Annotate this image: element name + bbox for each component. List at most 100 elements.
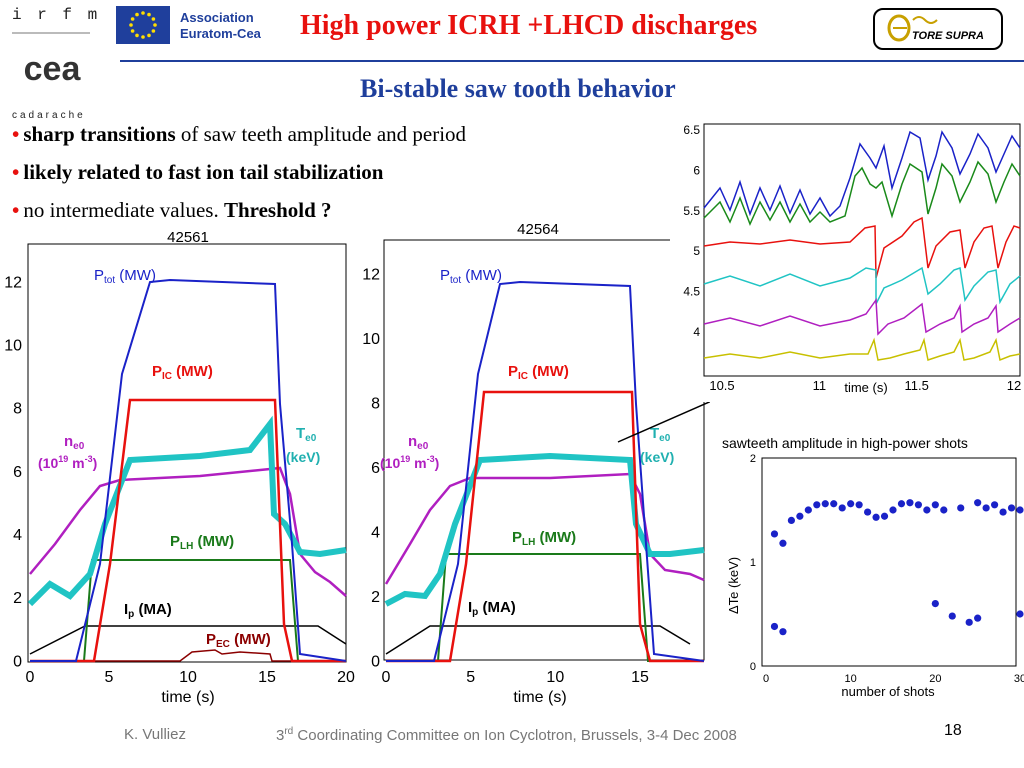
data-point [847,500,855,508]
te0-label: Te0 [650,425,671,444]
plot-title: 42561 [167,229,209,246]
data-point [999,508,1007,516]
y-tick-label: 4 [693,325,700,339]
footer-author: K. Vulliez [124,726,186,743]
pic-label: PIC (MW) [152,363,213,382]
eu-star-icon [147,12,151,17]
y-tick-label: 6 [13,464,22,481]
bullet-3: • no intermediate values. Threshold ? [12,198,332,223]
cea-logo-text: cea [24,50,82,88]
ne0-label: ne0 [408,433,429,452]
eu-flag-icon [116,6,170,44]
header-rule [120,60,1024,62]
chart-frame [761,457,1017,667]
x-tick-label: 15 [631,669,649,686]
bullet-1-bold: sharp transitions [23,122,176,146]
data-point [982,504,990,512]
trace-blue [703,130,1021,218]
bullet-1-text: of saw teeth amplitude and period [175,122,467,146]
data-point [1016,506,1024,514]
y-axis-label: ΔTe (keV) [726,557,741,614]
bullet-3-text: no intermediate values. [23,198,224,222]
y-tick-label: 12 [4,274,22,291]
eu-star-icon [130,29,135,33]
x-tick-label: 0 [763,673,769,685]
ptot-label: Ptot (MW) [440,267,502,286]
data-point [914,501,922,509]
data-point [880,512,889,520]
zoom-arrow [617,400,710,443]
y-tick-label: 5.5 [683,204,700,218]
data-point [813,501,821,509]
footer-conf-text: Coordinating Committee on Ion Cyclotron,… [293,727,737,744]
y-tick-label: 0 [13,653,22,670]
ip-label: Ip (MA) [468,599,516,618]
x-tick-label: 5 [105,669,114,686]
tore-supra-text: TORE SUPRA [912,30,984,42]
ptot-label: Ptot (MW) [94,267,156,286]
data-point [991,501,999,509]
te0-unit: (keV) [640,449,674,465]
data-point [1007,504,1016,512]
x-tick-label: 10 [845,673,857,685]
x-tick-label: 20 [929,673,941,685]
plot-frame [383,239,705,661]
y-ticks: 0 2 4 6 8 10 12 [362,266,380,670]
x-ticks: 0 5 10 15 [382,669,649,686]
irfm-rule [12,32,90,34]
y-tick-label: 2 [750,453,756,465]
plh-label: PLH (MW) [170,533,234,552]
y-tick-label: 12 [362,266,380,283]
bullet-marker: • [12,160,20,184]
pic-label: PIC (MW) [508,363,569,382]
tore-supra-logo [873,8,1003,50]
eu-star-icon [130,17,135,21]
plh-label: PLH (MW) [512,529,576,548]
data-point [923,506,931,514]
bullet-marker: • [12,198,20,222]
y-tick-label: 8 [371,395,380,412]
eu-star-icon [151,17,156,21]
eu-star-icon [135,12,139,17]
data-point [779,628,787,636]
y-tick-label: 4 [13,527,22,544]
y-tick-label: 4.5 [683,285,700,299]
data-point [974,614,982,622]
data-point [796,512,804,520]
data-point [948,612,956,620]
data-point [770,622,779,631]
bullet-1: • sharp transitions of saw teeth amplitud… [12,122,466,147]
eu-star-icon [141,11,145,15]
x-tick-label: 12 [1007,378,1021,393]
trace-magenta [703,297,1021,336]
ne0-trace [29,466,347,597]
data-point [957,504,965,512]
eu-star-icon [147,33,151,38]
x-tick-label: 30 [1014,673,1024,685]
data-point [931,501,939,509]
inset-frame [703,123,1021,377]
data-point [940,506,948,514]
ne0-unit: (1019 m-3) [380,454,439,471]
x-tick-label: 11.5 [904,378,928,393]
eu-star-icon [153,23,157,27]
ne0-unit: (1019 m-3) [38,454,97,471]
association-line2: Euratom-Cea [180,26,261,41]
data-points [770,499,1024,636]
pic-trace [386,390,704,663]
eu-star-icon [151,29,156,33]
ptot-trace [30,278,347,662]
cea-logo: cea [24,50,82,88]
chart-title: sawteeth amplitude in high-power shots [722,435,968,451]
data-point [830,500,838,508]
data-point [872,513,880,521]
plot-42561: 42561 0 2 4 6 8 10 12 0 5 10 15 20 Ptot (MW) PIC (… [4,229,355,706]
data-point [821,500,829,508]
plot-42564: 42564 0 2 4 6 8 10 12 0 5 10 15 Ptot (MW) PIC (MW… [362,224,710,706]
irfm-logo: i r f m [12,6,101,24]
data-point [779,539,787,547]
x-axis-label: time (s) [513,689,566,706]
y-tick-label: 6 [693,163,700,177]
y-tick-label: 1 [750,557,756,569]
te0-unit: (keV) [286,449,320,465]
